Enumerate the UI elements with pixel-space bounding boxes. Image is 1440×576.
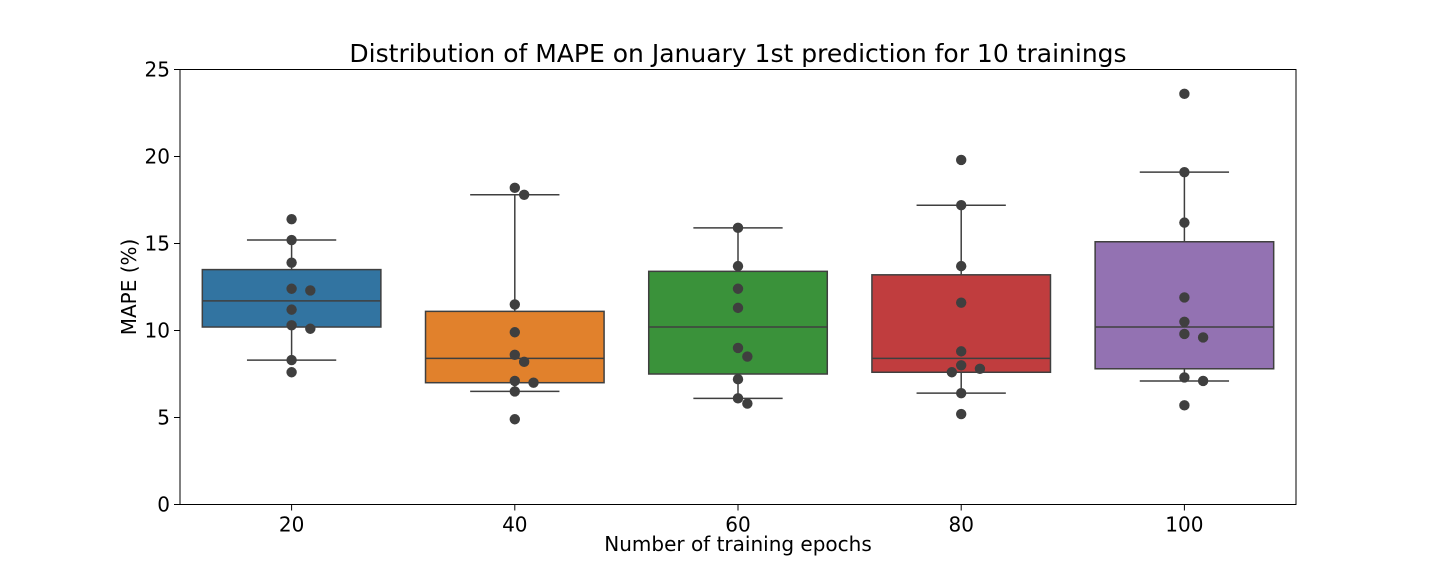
data-point-80 bbox=[956, 154, 967, 166]
y-tick-label: 5 bbox=[157, 406, 170, 430]
data-point-60 bbox=[732, 374, 744, 385]
data-point-40 bbox=[509, 414, 520, 425]
points-layer bbox=[286, 88, 1209, 425]
box-group-60 bbox=[647, 227, 829, 400]
data-point-100 bbox=[1179, 88, 1190, 100]
y-tick-label: 15 bbox=[145, 232, 170, 256]
data-point-60 bbox=[732, 342, 744, 354]
data-point-60 bbox=[742, 351, 753, 362]
box-group-40 bbox=[424, 194, 605, 393]
data-point-40 bbox=[509, 299, 520, 310]
data-point-20 bbox=[286, 257, 297, 268]
data-point-20 bbox=[305, 285, 316, 296]
data-point-80 bbox=[956, 200, 967, 211]
data-point-100 bbox=[1179, 292, 1190, 303]
data-point-60 bbox=[732, 302, 744, 314]
data-point-60 bbox=[732, 260, 744, 272]
data-point-100 bbox=[1179, 166, 1190, 178]
data-point-20 bbox=[286, 320, 297, 331]
x-axis-label: Number of training epochs bbox=[604, 532, 872, 556]
x-tick-label: 100 bbox=[1165, 513, 1203, 537]
data-point-80 bbox=[956, 260, 967, 272]
x-tick-label: 40 bbox=[502, 513, 527, 537]
data-point-80 bbox=[956, 387, 967, 399]
data-point-40 bbox=[528, 377, 539, 388]
data-point-60 bbox=[742, 398, 753, 409]
data-point-20 bbox=[286, 234, 297, 246]
data-point-80 bbox=[956, 408, 967, 420]
data-point-40 bbox=[518, 189, 530, 200]
data-point-20 bbox=[286, 213, 297, 225]
data-point-100 bbox=[1179, 217, 1190, 228]
box-iqr bbox=[1094, 241, 1275, 370]
data-point-80 bbox=[974, 363, 986, 374]
x-tick-label: 60 bbox=[725, 513, 750, 537]
data-point-60 bbox=[732, 222, 744, 234]
data-point-20 bbox=[286, 304, 297, 315]
data-point-40 bbox=[509, 327, 520, 338]
data-point-60 bbox=[732, 393, 744, 404]
x-tick-label: 20 bbox=[279, 513, 304, 537]
data-point-60 bbox=[732, 283, 744, 294]
y-axis-label: MAPE (%) bbox=[117, 239, 141, 336]
x-tick-label: 80 bbox=[948, 513, 973, 537]
data-point-40 bbox=[509, 349, 520, 361]
data-point-80 bbox=[956, 297, 967, 308]
data-point-100 bbox=[1197, 332, 1209, 343]
data-point-40 bbox=[509, 375, 520, 387]
data-point-100 bbox=[1197, 375, 1209, 387]
box-group-100 bbox=[1094, 171, 1275, 382]
y-tick-label: 20 bbox=[145, 145, 170, 169]
y-tick-label: 25 bbox=[145, 58, 170, 82]
data-point-80 bbox=[956, 360, 967, 371]
data-point-80 bbox=[946, 367, 958, 378]
y-axis: 0 5 10 15 20 25 bbox=[145, 58, 180, 517]
box-iqr bbox=[424, 310, 605, 384]
data-point-40 bbox=[509, 182, 520, 194]
data-point-100 bbox=[1179, 372, 1190, 383]
x-axis: 20 40 60 80 100 bbox=[279, 504, 1203, 537]
data-point-100 bbox=[1179, 328, 1190, 340]
chart-title: Distribution of MAPE on January 1st pred… bbox=[349, 39, 1126, 68]
data-point-20 bbox=[286, 354, 297, 366]
y-tick-label: 10 bbox=[145, 319, 170, 343]
data-point-100 bbox=[1179, 316, 1190, 327]
y-tick-label: 0 bbox=[157, 493, 170, 517]
data-point-40 bbox=[518, 356, 530, 368]
data-point-20 bbox=[286, 367, 297, 378]
data-point-100 bbox=[1179, 400, 1190, 411]
data-point-20 bbox=[305, 323, 316, 334]
data-point-40 bbox=[509, 386, 520, 397]
box-iqr bbox=[201, 268, 382, 328]
data-point-80 bbox=[956, 346, 967, 357]
data-point-20 bbox=[286, 283, 297, 294]
box-group-20 bbox=[201, 239, 382, 361]
